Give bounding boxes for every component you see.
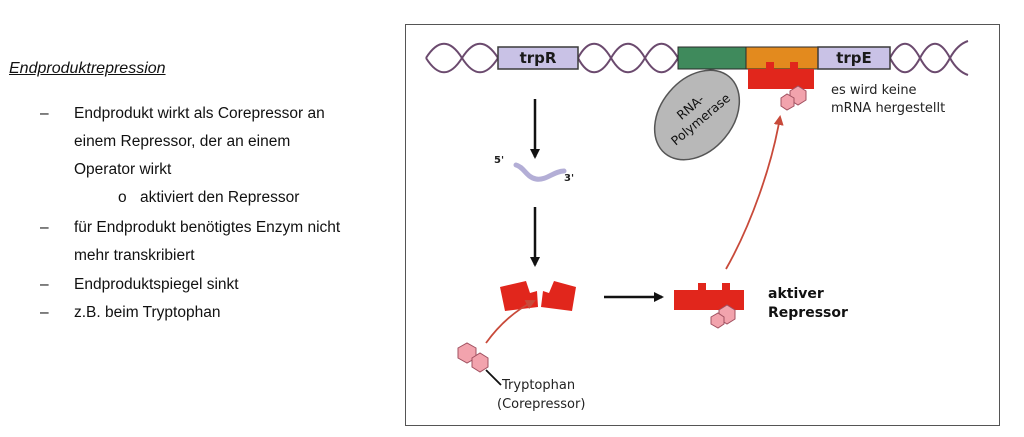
no-mrna-line-2: mRNA hergestellt xyxy=(831,101,945,116)
mrna-5-label: 5' xyxy=(494,155,504,166)
heading: Endproduktrepression xyxy=(9,60,166,77)
tryptophan-hex xyxy=(471,352,489,373)
sub-bullet-text: aktiviert den Repressor xyxy=(140,189,300,206)
diagram-svg: trpR trpE RNA- Polymerase es wird keine … xyxy=(425,40,969,412)
bullet-dash: – xyxy=(40,276,49,293)
active-repressor-label-2: Repressor xyxy=(768,305,848,321)
mrna-3-label: 3' xyxy=(564,173,574,184)
arrow-corepressor-binding xyxy=(485,300,536,344)
polymerase-ellipse xyxy=(653,69,741,161)
dna-helix-mid xyxy=(577,42,679,74)
rna-polymerase: RNA- Polymerase xyxy=(653,69,741,161)
gene-trpE-box xyxy=(817,46,891,70)
bullet-1-line-1: Endprodukt wirkt als Corepressor an xyxy=(74,105,325,122)
operator-box xyxy=(745,46,819,70)
dna-helix-right xyxy=(889,42,969,76)
bound-repressor xyxy=(748,62,814,111)
bullet-1-line-2: einem Repressor, der an einem xyxy=(74,133,291,150)
bullet-dash: – xyxy=(40,219,49,236)
bound-repressor-shape xyxy=(748,62,814,89)
bound-tryptophan-hex xyxy=(780,93,795,111)
bullet-dash: – xyxy=(40,105,49,122)
active-tryptophan-hex xyxy=(710,312,725,329)
dna-strand xyxy=(425,40,969,76)
free-tryptophan xyxy=(457,342,489,373)
dna-helix-mid xyxy=(577,42,679,74)
inactive-repressor-left xyxy=(500,281,538,311)
promoter-box xyxy=(677,46,747,70)
dna-helix-right xyxy=(889,40,969,74)
bullet-1-line-3: Operator wirkt xyxy=(74,161,172,178)
tryptophan-label-1: Tryptophan xyxy=(501,378,575,393)
gene-trpR-label: trpR xyxy=(520,49,557,67)
bullet-4-line-1: z.B. beim Tryptophan xyxy=(74,304,221,321)
dna-helix-left xyxy=(425,42,499,74)
active-repressor-label-1: aktiver xyxy=(768,286,824,302)
arrow-repressor-binding xyxy=(725,115,784,270)
tryptophan-label-2: (Corepressor) xyxy=(497,397,585,412)
repression-diagram: trpR trpE RNA- Polymerase es wird keine … xyxy=(405,24,1000,426)
gene-trpR-box xyxy=(497,46,579,70)
bullet-2-line-1: für Endprodukt benötigtes Enzym nicht xyxy=(74,219,341,236)
bullet-dash: – xyxy=(40,304,49,321)
active-repressor-shape xyxy=(674,283,744,310)
no-mrna-line-1: es wird keine xyxy=(831,83,917,98)
inactive-repressor xyxy=(500,281,576,311)
tryptophan-pointer xyxy=(485,369,502,386)
notes-panel: Endproduktrepression – Endprodukt wirkt … xyxy=(0,0,400,437)
bullet-2-line-2: mehr transkribiert xyxy=(74,247,195,264)
bullet-3-line-1: Endproduktspiegel sinkt xyxy=(74,276,239,293)
inactive-repressor-right xyxy=(541,281,576,311)
sub-bullet-marker: o xyxy=(118,189,127,206)
trpR-mrna xyxy=(513,162,567,182)
gene-trpE-label: trpE xyxy=(836,49,872,67)
active-repressor xyxy=(674,283,744,329)
